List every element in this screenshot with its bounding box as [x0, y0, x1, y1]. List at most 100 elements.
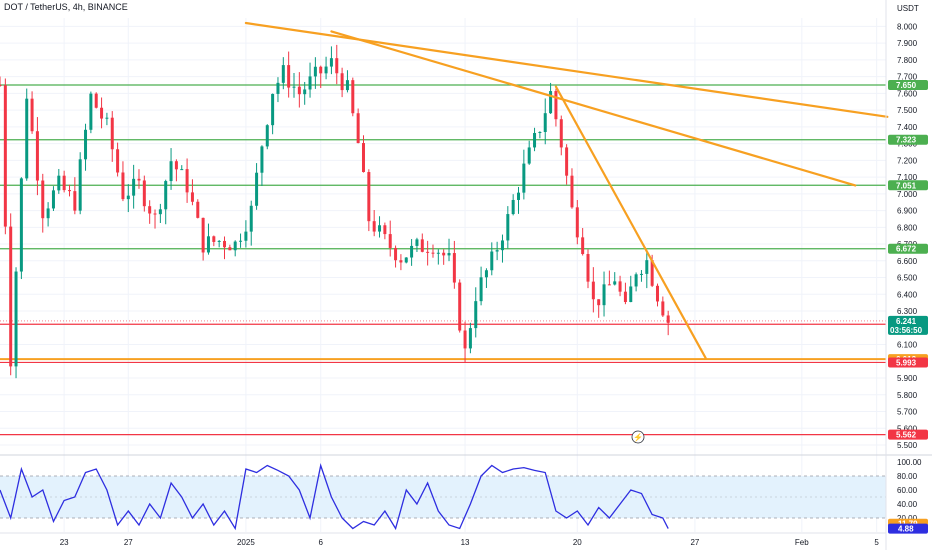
candle-body — [287, 65, 291, 88]
horizontal-levels[interactable] — [0, 84, 886, 436]
lightning-icon[interactable]: ⚡ — [631, 430, 645, 444]
candle-body — [35, 131, 39, 181]
candle-body — [174, 161, 178, 170]
candle-body — [533, 132, 537, 148]
candle-body — [239, 240, 243, 242]
price-tick-label: 6.100 — [897, 341, 918, 350]
candle-body — [581, 237, 585, 255]
candle-body — [190, 192, 194, 202]
rsi-axis[interactable]: 100.00 80.00 60.00 40.00 20.00 — [897, 458, 922, 523]
candle-body — [490, 251, 494, 271]
price-tick-label: 5.800 — [897, 391, 918, 400]
last-price-tag — [888, 315, 928, 335]
candle-body — [324, 66, 328, 74]
rsi-tick-label: 80.00 — [897, 472, 918, 481]
candle-body — [602, 284, 606, 306]
rsi-tick-label: 60.00 — [897, 486, 918, 495]
candle-body — [447, 253, 451, 256]
candle-body — [276, 82, 280, 94]
candle-body — [356, 113, 360, 144]
price-axis[interactable]: 8.0007.9007.8007.7007.6007.5007.4007.300… — [897, 22, 918, 450]
price-tick-label: 7.600 — [897, 89, 918, 98]
candle-body — [9, 226, 13, 367]
candle-body — [554, 91, 558, 120]
candle-body — [62, 175, 66, 191]
candle-body — [153, 213, 157, 215]
candle-body — [388, 234, 392, 248]
price-tick-label: 6.600 — [897, 257, 918, 266]
price-tick-label: 7.500 — [897, 106, 918, 115]
candle-body — [613, 281, 617, 285]
candle-body — [345, 80, 349, 91]
candle-body — [212, 236, 216, 242]
candle-body — [452, 253, 456, 283]
candle-body — [89, 93, 93, 130]
candle-body — [661, 301, 665, 316]
price-tick-label: 7.800 — [897, 56, 918, 65]
level-tag — [888, 243, 928, 254]
rsi-tick-label: 20.00 — [897, 514, 918, 523]
candle-body — [260, 146, 264, 173]
candle-body — [570, 175, 574, 208]
candle-body — [281, 65, 285, 83]
level-tag-label: 7.650 — [896, 81, 917, 90]
time-tick-label: 20 — [573, 538, 582, 547]
candle-body — [223, 240, 227, 248]
price-tick-label: 6.300 — [897, 307, 918, 316]
time-tick-label: 13 — [461, 538, 470, 547]
candle-body — [517, 192, 521, 200]
price-tick-label: 7.200 — [897, 156, 918, 165]
rsi-band — [0, 475, 886, 519]
price-tick-label: 6.400 — [897, 290, 918, 299]
candle-body — [19, 178, 23, 272]
candle-body — [164, 181, 168, 210]
candles — [0, 44, 670, 379]
candle-body — [30, 98, 34, 132]
price-tick-label: 5.900 — [897, 374, 918, 383]
time-tick-label: 6 — [319, 538, 324, 547]
price-tick-label: 6.500 — [897, 274, 918, 283]
candle-body — [51, 190, 55, 209]
candle-body — [126, 195, 130, 200]
level-tag — [888, 429, 928, 440]
price-tick-label: 5.700 — [897, 408, 918, 417]
rsi-path — [0, 463, 669, 531]
candle-body — [543, 113, 547, 132]
level-tag-label: 5.993 — [896, 358, 917, 367]
candle-body — [110, 117, 114, 150]
candle-body — [431, 252, 435, 254]
candle-body — [468, 328, 472, 349]
level-tag — [888, 180, 928, 191]
candle-body — [495, 250, 499, 252]
candle-body — [522, 163, 526, 193]
price-tags: 7.6507.3237.0516.6726.2216.0135.9935.562… — [888, 79, 928, 534]
time-axis[interactable]: 23 27 2025 6 13 20 27 Feb 5 — [60, 538, 880, 547]
candle-body — [399, 260, 403, 263]
trend-lines[interactable] — [244, 21, 889, 360]
rsi-line — [0, 463, 669, 531]
time-tick-label: 27 — [690, 538, 699, 547]
trend-line — [554, 85, 707, 360]
candle-body — [650, 260, 654, 286]
candle-body — [367, 172, 371, 222]
candle-body — [458, 282, 462, 331]
trend-line — [330, 30, 857, 187]
price-tick-label: 5.600 — [897, 424, 918, 433]
rsi-band-fill — [0, 476, 886, 518]
candle-body — [185, 169, 189, 193]
candle-body — [217, 240, 221, 242]
price-grid — [0, 18, 886, 532]
candle-body — [474, 301, 478, 329]
candle-body — [142, 180, 146, 207]
price-tick-label: 7.000 — [897, 190, 918, 199]
candle-body — [479, 277, 483, 302]
candle-body — [249, 205, 253, 232]
svg-text:⚡: ⚡ — [633, 432, 643, 442]
candle-body — [372, 221, 376, 232]
candle-body — [655, 285, 659, 302]
candle-body — [511, 199, 515, 215]
candle-body — [436, 252, 440, 254]
rsi-value-label: 4.88 — [898, 525, 914, 534]
price-tick-label: 7.900 — [897, 39, 918, 48]
